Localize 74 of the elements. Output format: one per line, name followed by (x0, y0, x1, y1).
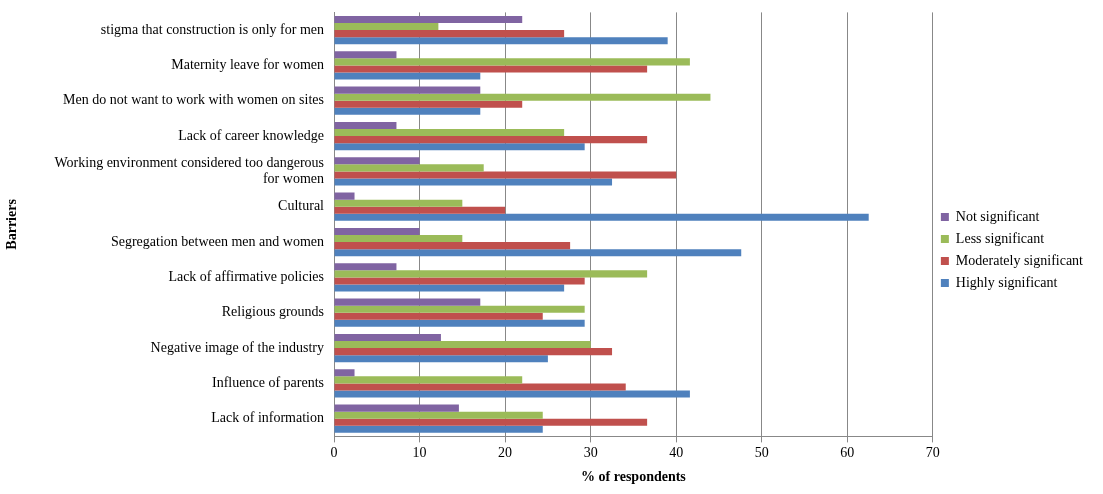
bar (334, 206, 506, 214)
x-tick-label: 40 (669, 445, 684, 461)
bar (334, 164, 484, 172)
bar (334, 312, 543, 320)
bar (334, 404, 459, 412)
x-tick-label: 60 (840, 445, 855, 461)
bar (334, 355, 548, 363)
y-tick-label: Lack of affirmative policies (168, 269, 324, 285)
y-tick-label: Cultural (278, 198, 325, 214)
bar (334, 192, 355, 200)
legend-label: Not significant (955, 208, 1040, 224)
bar (334, 171, 677, 179)
bar (334, 72, 481, 80)
bar (334, 23, 439, 31)
y-tick-label: Segregation between men and women (110, 233, 324, 249)
bar (334, 319, 585, 327)
legend-label: Less significant (955, 230, 1045, 246)
x-tick-label: 50 (754, 445, 769, 461)
bar (334, 298, 481, 306)
bar (334, 383, 626, 391)
bar (334, 199, 463, 207)
y-tick-label: Lack of career knowledge (178, 127, 324, 143)
x-tick-label: 10 (412, 445, 427, 461)
bar (334, 37, 668, 45)
bar (334, 157, 420, 165)
legend-label: Highly significant (955, 274, 1058, 290)
bar (334, 227, 420, 235)
bar (334, 51, 397, 59)
x-axis-title: % of respondents (581, 469, 687, 485)
bar (334, 136, 648, 144)
bar (334, 15, 523, 23)
bar (334, 235, 463, 243)
bar (334, 143, 585, 151)
y-axis-title: Barriers (4, 198, 20, 250)
bar (334, 30, 565, 38)
bar (334, 121, 397, 129)
y-tick-label: Maternity leave for women (171, 57, 324, 73)
bar (334, 263, 397, 271)
y-tick-label: Influence of parents (212, 375, 324, 391)
bar (334, 58, 690, 66)
y-tick-label: Men do not want to work with women on sites (63, 92, 324, 108)
bar (334, 333, 441, 341)
bar (334, 213, 869, 221)
bar (334, 411, 543, 419)
x-tick-label: 70 (925, 445, 940, 461)
bar (334, 284, 565, 292)
y-tick-label: Lack of information (211, 410, 324, 426)
y-tick-label: Negative image of the industry (150, 339, 324, 355)
bar (334, 418, 648, 426)
bar (334, 129, 565, 137)
y-tick-label: Religious grounds (221, 304, 324, 320)
bar (334, 249, 742, 257)
y-tick-label: stigma that construction is only for men (100, 21, 324, 37)
x-tick-label: 0 (330, 445, 338, 461)
y-tick-label: Working environment considered too dangerous for women (54, 154, 324, 187)
bar (334, 369, 355, 377)
bar (334, 376, 523, 384)
bar (334, 341, 591, 349)
legend-label: Moderately significant (955, 252, 1084, 268)
bar (334, 178, 613, 186)
bar (334, 86, 481, 94)
x-tick-label: 20 (498, 445, 513, 461)
bar (334, 277, 585, 285)
bar (334, 107, 481, 115)
bar (334, 270, 648, 278)
bar (334, 348, 613, 356)
bar (334, 390, 690, 398)
bar (334, 65, 648, 73)
x-tick-label: 30 (583, 445, 598, 461)
bar (334, 242, 571, 250)
bar (334, 425, 543, 433)
bar (334, 100, 523, 108)
bar (334, 93, 711, 101)
bar (334, 305, 585, 313)
